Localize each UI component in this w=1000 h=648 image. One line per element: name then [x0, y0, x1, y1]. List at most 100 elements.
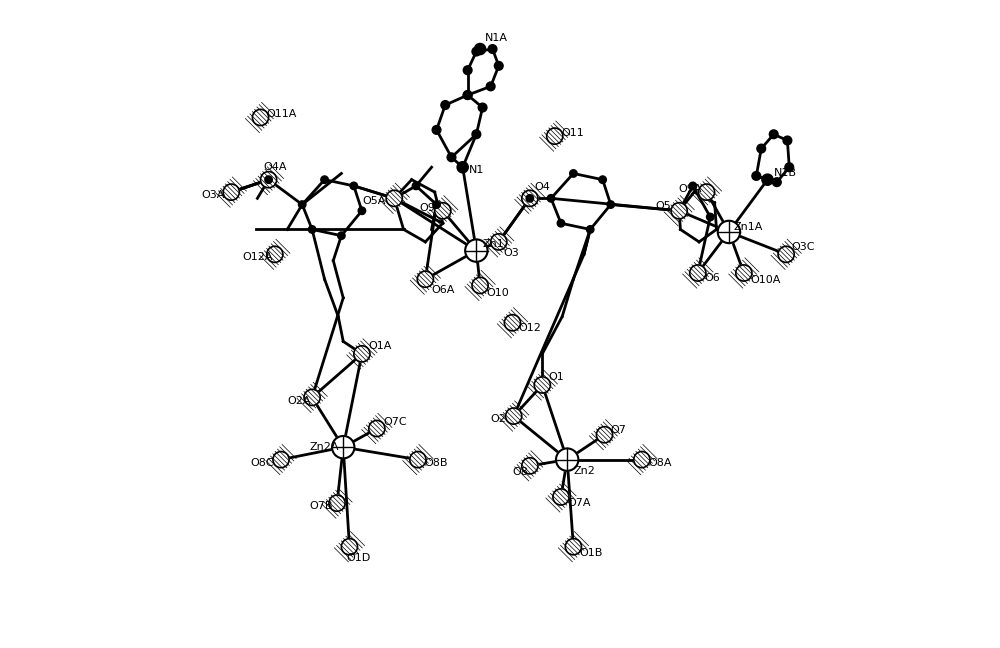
Circle shape	[463, 91, 472, 99]
Text: O6: O6	[704, 273, 720, 283]
Circle shape	[432, 126, 441, 134]
Circle shape	[707, 213, 714, 221]
Circle shape	[463, 66, 472, 75]
Circle shape	[762, 174, 773, 185]
Text: Zn2: Zn2	[573, 466, 595, 476]
Circle shape	[447, 153, 456, 161]
Ellipse shape	[506, 408, 522, 424]
Circle shape	[308, 226, 316, 233]
Text: O1B: O1B	[580, 548, 603, 558]
Circle shape	[783, 136, 792, 145]
Circle shape	[338, 232, 345, 239]
Text: O10: O10	[486, 288, 509, 298]
Circle shape	[265, 176, 272, 183]
Ellipse shape	[698, 184, 715, 200]
Text: O6A: O6A	[432, 285, 455, 295]
Circle shape	[607, 201, 614, 208]
Circle shape	[488, 45, 497, 53]
Ellipse shape	[252, 110, 269, 126]
Circle shape	[433, 201, 440, 208]
Circle shape	[463, 91, 472, 99]
Circle shape	[412, 182, 420, 190]
Ellipse shape	[341, 538, 358, 555]
Text: O3: O3	[504, 248, 519, 258]
Ellipse shape	[596, 426, 613, 443]
Circle shape	[718, 221, 740, 243]
Ellipse shape	[534, 377, 550, 393]
Circle shape	[785, 163, 794, 172]
Circle shape	[465, 239, 488, 262]
Text: O1A: O1A	[368, 341, 391, 351]
Ellipse shape	[273, 452, 289, 468]
Ellipse shape	[778, 246, 794, 262]
Ellipse shape	[386, 191, 402, 207]
Text: N1A: N1A	[485, 33, 508, 43]
Ellipse shape	[472, 277, 488, 294]
Ellipse shape	[417, 271, 433, 287]
Circle shape	[457, 161, 468, 173]
Text: O8B: O8B	[424, 457, 448, 468]
Circle shape	[478, 103, 487, 112]
Ellipse shape	[553, 489, 569, 505]
Text: O4: O4	[535, 182, 551, 192]
Ellipse shape	[522, 457, 538, 474]
Circle shape	[689, 182, 697, 190]
Ellipse shape	[736, 265, 752, 281]
Text: O4A: O4A	[264, 162, 287, 172]
Ellipse shape	[435, 203, 451, 219]
Text: O2A: O2A	[287, 395, 311, 406]
Text: Zn1: Zn1	[483, 239, 504, 249]
Text: O11A: O11A	[267, 110, 297, 119]
Circle shape	[570, 170, 577, 177]
Ellipse shape	[369, 421, 385, 437]
Ellipse shape	[223, 184, 239, 200]
Circle shape	[298, 201, 306, 208]
Text: O3C: O3C	[791, 242, 815, 252]
Circle shape	[599, 176, 606, 183]
Text: N1B: N1B	[774, 168, 797, 178]
Circle shape	[556, 448, 578, 471]
Ellipse shape	[671, 203, 687, 219]
Text: Zn1A: Zn1A	[734, 222, 763, 232]
Circle shape	[321, 176, 328, 183]
Text: O8: O8	[512, 467, 528, 477]
Text: O10A: O10A	[750, 275, 780, 286]
Ellipse shape	[504, 315, 521, 331]
Circle shape	[557, 220, 565, 227]
Ellipse shape	[329, 495, 345, 511]
Circle shape	[547, 194, 555, 202]
Ellipse shape	[491, 234, 507, 250]
Text: O1: O1	[549, 373, 564, 382]
Text: O11: O11	[561, 128, 584, 138]
Text: O9A: O9A	[679, 184, 702, 194]
Circle shape	[586, 226, 594, 233]
Circle shape	[769, 130, 778, 139]
Ellipse shape	[304, 389, 320, 406]
Circle shape	[358, 207, 366, 214]
Ellipse shape	[547, 128, 563, 145]
Circle shape	[332, 436, 354, 458]
Text: O7C: O7C	[383, 417, 407, 427]
Circle shape	[757, 145, 766, 153]
Circle shape	[350, 182, 358, 190]
Ellipse shape	[354, 346, 370, 362]
Circle shape	[474, 43, 486, 54]
Text: O12: O12	[519, 323, 542, 332]
Ellipse shape	[260, 172, 277, 188]
Text: O12A: O12A	[242, 253, 273, 262]
Ellipse shape	[410, 452, 426, 468]
Ellipse shape	[634, 452, 650, 468]
Circle shape	[526, 194, 534, 202]
Text: O9: O9	[419, 203, 435, 213]
Circle shape	[472, 47, 481, 56]
Ellipse shape	[565, 538, 581, 555]
Ellipse shape	[267, 246, 283, 262]
Text: O7A: O7A	[567, 498, 591, 508]
Circle shape	[472, 130, 481, 139]
Ellipse shape	[522, 191, 538, 207]
Circle shape	[486, 82, 495, 91]
Text: O7B: O7B	[309, 502, 333, 511]
Circle shape	[752, 172, 761, 180]
Circle shape	[772, 178, 781, 187]
Text: O7: O7	[611, 424, 627, 435]
